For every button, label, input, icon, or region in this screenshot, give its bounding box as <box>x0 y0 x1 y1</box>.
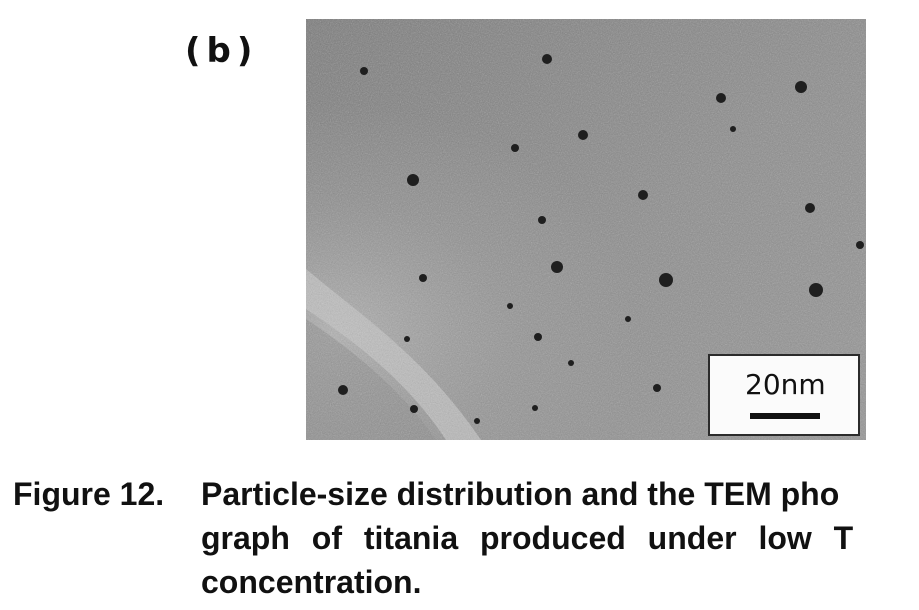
particle <box>795 81 807 93</box>
particle <box>404 336 410 342</box>
particle <box>659 273 673 287</box>
scale-bar-label: 20nm <box>745 368 826 401</box>
panel-label: (b) <box>185 31 259 71</box>
particle <box>419 274 427 282</box>
particle <box>538 216 546 224</box>
caption-label: Figure 12. <box>13 476 165 512</box>
particle <box>730 126 736 132</box>
particles <box>338 54 864 424</box>
scale-bar-box: 20nm <box>708 354 860 436</box>
caption-line-2: graph of titania produced under low T <box>201 520 854 556</box>
particle <box>809 283 823 297</box>
particle <box>511 144 519 152</box>
particle <box>532 405 538 411</box>
particle <box>410 405 418 413</box>
particle <box>551 261 563 273</box>
particle <box>360 67 368 75</box>
particle <box>407 174 419 186</box>
particle <box>625 316 631 322</box>
particle <box>805 203 815 213</box>
scale-bar <box>750 413 820 419</box>
particle <box>534 333 542 341</box>
particle <box>856 241 864 249</box>
particle <box>474 418 480 424</box>
caption-line-1: Particle-size distribution and the TEM p… <box>201 476 840 512</box>
particle <box>338 385 348 395</box>
particle <box>716 93 726 103</box>
caption-line-3: concentration. <box>201 564 422 600</box>
particle <box>568 360 574 366</box>
particle <box>507 303 513 309</box>
particle <box>542 54 552 64</box>
particle <box>578 130 588 140</box>
tem-micrograph: 20nm <box>306 19 866 440</box>
particle <box>638 190 648 200</box>
particle <box>653 384 661 392</box>
